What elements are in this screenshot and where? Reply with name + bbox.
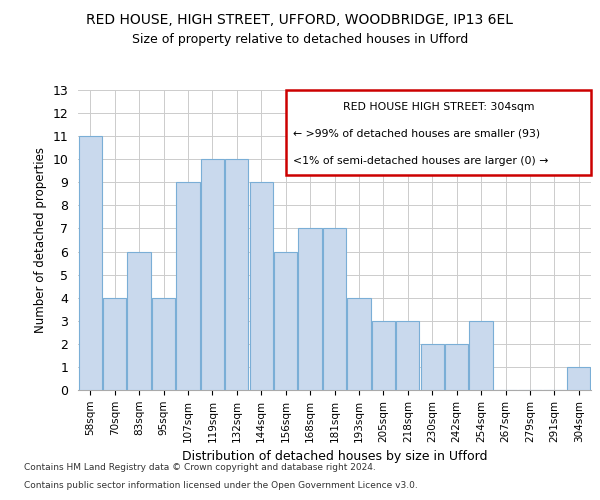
FancyBboxPatch shape (286, 90, 591, 176)
Bar (347, 298, 371, 390)
Bar (176, 182, 200, 390)
Bar (421, 344, 444, 390)
Bar (396, 321, 419, 390)
Bar (127, 252, 151, 390)
Bar (469, 321, 493, 390)
Bar (225, 159, 248, 390)
Text: RED HOUSE HIGH STREET: 304sqm: RED HOUSE HIGH STREET: 304sqm (343, 102, 534, 112)
Bar (152, 298, 175, 390)
Bar (567, 367, 590, 390)
Text: Size of property relative to detached houses in Ufford: Size of property relative to detached ho… (132, 32, 468, 46)
Text: RED HOUSE, HIGH STREET, UFFORD, WOODBRIDGE, IP13 6EL: RED HOUSE, HIGH STREET, UFFORD, WOODBRID… (86, 12, 514, 26)
Bar (445, 344, 468, 390)
Bar (103, 298, 126, 390)
Text: <1% of semi-detached houses are larger (0) →: <1% of semi-detached houses are larger (… (293, 156, 549, 166)
Text: Contains HM Land Registry data © Crown copyright and database right 2024.: Contains HM Land Registry data © Crown c… (24, 464, 376, 472)
Text: Contains public sector information licensed under the Open Government Licence v3: Contains public sector information licen… (24, 481, 418, 490)
Bar (201, 159, 224, 390)
Bar (372, 321, 395, 390)
X-axis label: Distribution of detached houses by size in Ufford: Distribution of detached houses by size … (182, 450, 487, 463)
Text: ← >99% of detached houses are smaller (93): ← >99% of detached houses are smaller (9… (293, 129, 541, 139)
Y-axis label: Number of detached properties: Number of detached properties (34, 147, 47, 333)
Bar (79, 136, 102, 390)
Bar (250, 182, 273, 390)
Bar (323, 228, 346, 390)
Bar (274, 252, 297, 390)
Bar (298, 228, 322, 390)
